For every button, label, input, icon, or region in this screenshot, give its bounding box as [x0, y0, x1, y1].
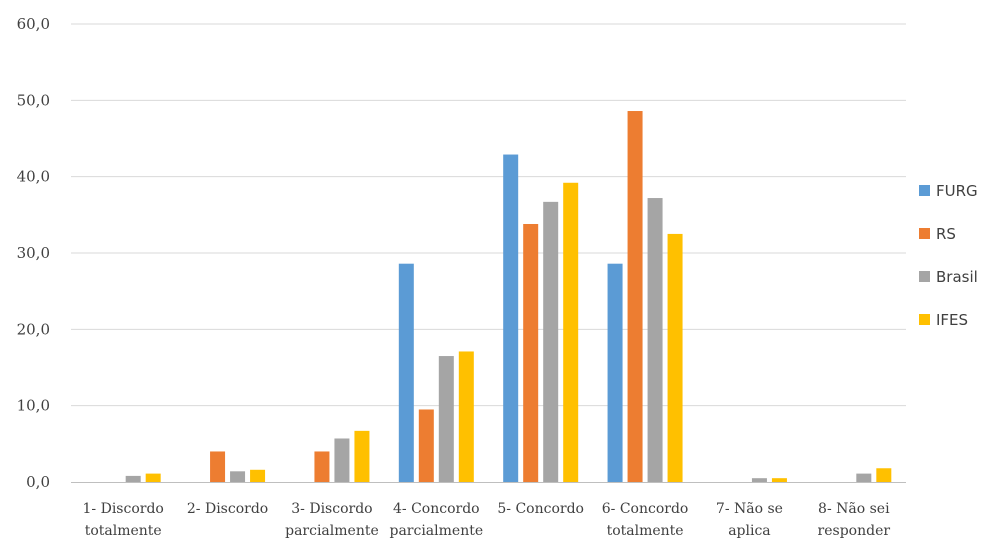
- x-category-label-line: parcialmente: [389, 523, 483, 539]
- bar-rs-6: [627, 111, 643, 483]
- bar-ifes-6: [667, 233, 683, 482]
- bar-brasil-4: [438, 356, 454, 482]
- legend-swatch: [919, 314, 930, 325]
- legend-swatch: [919, 228, 930, 239]
- legend: FURG RS Brasil IFES: [919, 182, 978, 329]
- gridlines: [71, 23, 906, 407]
- y-tick-label: 10,0: [17, 397, 50, 415]
- x-category-label: 6- Concordo totalmente: [602, 501, 689, 539]
- x-category-label: 5- Concordo: [497, 501, 584, 517]
- y-tick-label: 40,0: [17, 168, 50, 186]
- legend-item-furg: FURG: [919, 182, 978, 200]
- legend-label: Brasil: [936, 268, 978, 286]
- bar-rs-4: [418, 409, 434, 482]
- legend-label: FURG: [936, 182, 978, 200]
- legend-label: RS: [936, 225, 956, 243]
- bar-ifes-1: [145, 473, 161, 482]
- bar-furg-6: [607, 263, 623, 482]
- y-tick-label: 20,0: [17, 320, 50, 338]
- x-category-label-line: totalmente: [607, 523, 684, 539]
- legend-swatch: [919, 185, 930, 196]
- legend-swatch: [919, 271, 930, 282]
- x-category-label-line: 2- Discordo: [187, 501, 268, 517]
- x-category-label-line: 5- Concordo: [497, 501, 584, 517]
- x-category-label-line: 7- Não se: [716, 501, 783, 517]
- bars: [125, 111, 892, 483]
- x-category-label-line: parcialmente: [285, 523, 379, 539]
- bar-ifes-7: [771, 478, 787, 482]
- x-category-label-line: 8- Não sei: [818, 501, 890, 517]
- legend-item-rs: RS: [919, 225, 956, 243]
- bar-brasil-5: [543, 201, 559, 482]
- bar-brasil-1: [125, 475, 141, 482]
- x-category-label: 3- Discordo parcialmente: [285, 501, 379, 539]
- bar-brasil-7: [751, 478, 767, 482]
- bar-furg-4: [398, 263, 414, 482]
- bar-ifes-3: [354, 430, 370, 482]
- x-category-label: 1- Discordo totalmente: [83, 501, 164, 539]
- x-category-label-line: totalmente: [85, 523, 162, 539]
- bar-rs-3: [314, 451, 330, 482]
- y-tick-label: 60,0: [17, 15, 50, 33]
- legend-item-ifes: IFES: [919, 311, 968, 329]
- x-category-label-line: 1- Discordo: [83, 501, 164, 517]
- x-category-label-line: 3- Discordo: [291, 501, 372, 517]
- x-category-label: 7- Não se aplica: [716, 501, 783, 539]
- x-category-label-line: 4- Concordo: [393, 501, 480, 517]
- legend-label: IFES: [936, 311, 968, 329]
- bar-brasil-8: [856, 473, 872, 482]
- bar-brasil-6: [647, 198, 663, 483]
- bar-brasil-2: [230, 471, 246, 482]
- y-tick-label: 50,0: [17, 91, 50, 109]
- bar-rs-2: [210, 451, 226, 482]
- y-axis-tick-labels: 0,0 10,0 20,0 30,0 40,0 50,0 60,0: [17, 15, 50, 491]
- bar-brasil-3: [334, 438, 350, 482]
- x-category-label: 8- Não sei responder: [818, 501, 891, 539]
- x-category-label: 2- Discordo: [187, 501, 268, 517]
- x-category-label-line: responder: [818, 523, 891, 539]
- x-category-label-line: 6- Concordo: [602, 501, 689, 517]
- bar-rs-5: [523, 223, 539, 482]
- bar-ifes-4: [458, 351, 474, 482]
- y-tick-label: 0,0: [26, 473, 50, 491]
- x-category-label-line: aplica: [728, 523, 770, 539]
- y-tick-label: 30,0: [17, 244, 50, 262]
- bar-ifes-8: [876, 468, 892, 482]
- bar-furg-5: [503, 154, 519, 482]
- legend-item-brasil: Brasil: [919, 268, 978, 286]
- bar-ifes-5: [563, 182, 579, 483]
- bar-ifes-2: [250, 469, 266, 482]
- x-category-label: 4- Concordo parcialmente: [389, 501, 483, 539]
- x-axis-category-labels: 1- Discordo totalmente 2- Discordo 3- Disco…: [83, 501, 891, 539]
